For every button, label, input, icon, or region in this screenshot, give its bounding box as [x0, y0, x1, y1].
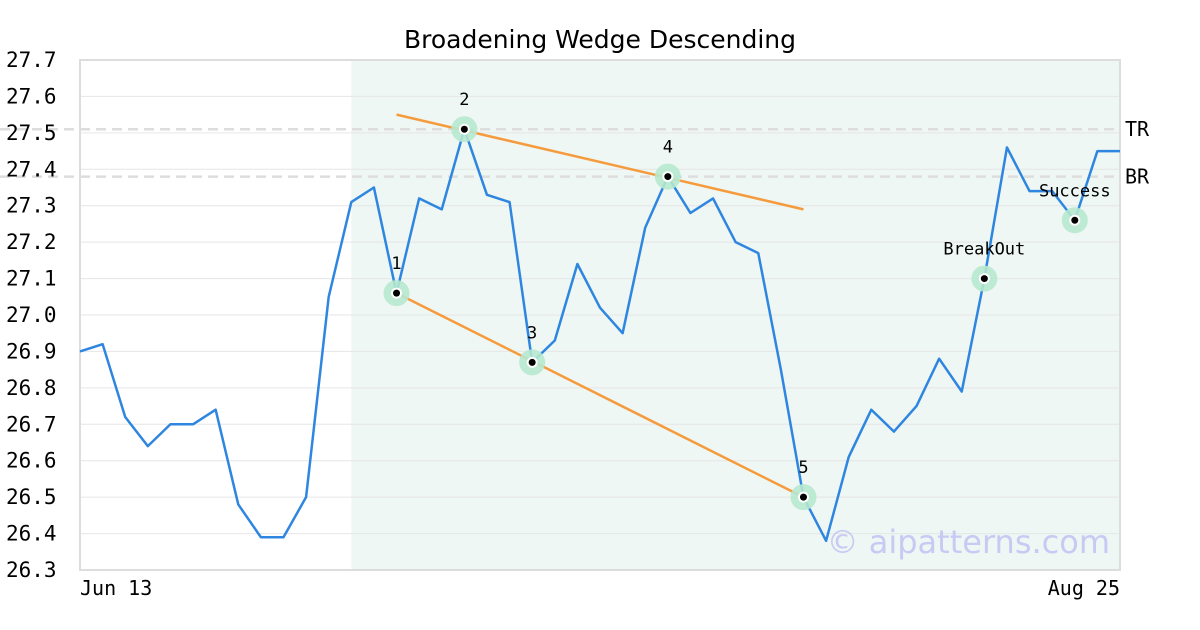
level-label: TR [1125, 117, 1150, 141]
y-tick-label: 26.5 [6, 485, 57, 509]
plot-frame [79, 59, 1121, 571]
watermark-text: © aipatterns.com [827, 523, 1110, 561]
y-tick-label: 26.7 [6, 412, 57, 436]
level-lines: TR BR [0, 117, 1150, 189]
y-tick-label: 27.3 [6, 194, 57, 218]
point-label: 3 [527, 323, 537, 343]
y-tick-label: 26.6 [6, 449, 57, 473]
y-tick-label: 27.1 [6, 267, 57, 291]
point-marker-dot [460, 125, 468, 133]
y-tick-label: 26.3 [6, 558, 57, 582]
y-tick-label: 27.0 [6, 303, 57, 327]
point-marker-dot [393, 289, 401, 297]
y-tick-label: 26.4 [6, 522, 57, 546]
point-label: 5 [798, 458, 808, 478]
trendline-lower [395, 292, 805, 499]
point-marker-dot [1071, 216, 1079, 224]
y-tick-label: 27.7 [6, 48, 57, 72]
x-tick-label: Aug 25 [1048, 576, 1120, 600]
y-axis-ticks: 26.3 26.4 26.5 26.6 26.7 26.8 26.9 27.0 27.1 27.2… [6, 48, 57, 582]
point-marker-dot [664, 173, 672, 181]
y-tick-label: 27.4 [6, 157, 57, 181]
chart-title: Broadening Wedge Descending [404, 25, 796, 54]
point-label: Success [1039, 181, 1111, 201]
point-marker-dot [528, 358, 536, 366]
point-marker-dot [799, 493, 807, 501]
x-tick-label: Jun 13 [80, 576, 152, 600]
pattern-points: 1 2 3 4 5 BreakOut Success [383, 90, 1111, 511]
point-marker-dot [980, 275, 988, 283]
y-tick-label: 27.6 [6, 84, 57, 108]
y-tick-label: 27.5 [6, 121, 57, 145]
point-label: 4 [663, 138, 673, 158]
price-line [79, 127, 1120, 543]
y-tick-label: 26.8 [6, 376, 57, 400]
point-label: 1 [391, 254, 401, 274]
y-tick-label: 26.9 [6, 339, 57, 363]
x-axis-ticks: Jun 13 Aug 25 [80, 576, 1120, 600]
point-label: BreakOut [943, 240, 1025, 260]
y-tick-label: 27.2 [6, 230, 57, 254]
level-label: BR [1125, 165, 1150, 189]
point-label: 2 [459, 90, 469, 110]
